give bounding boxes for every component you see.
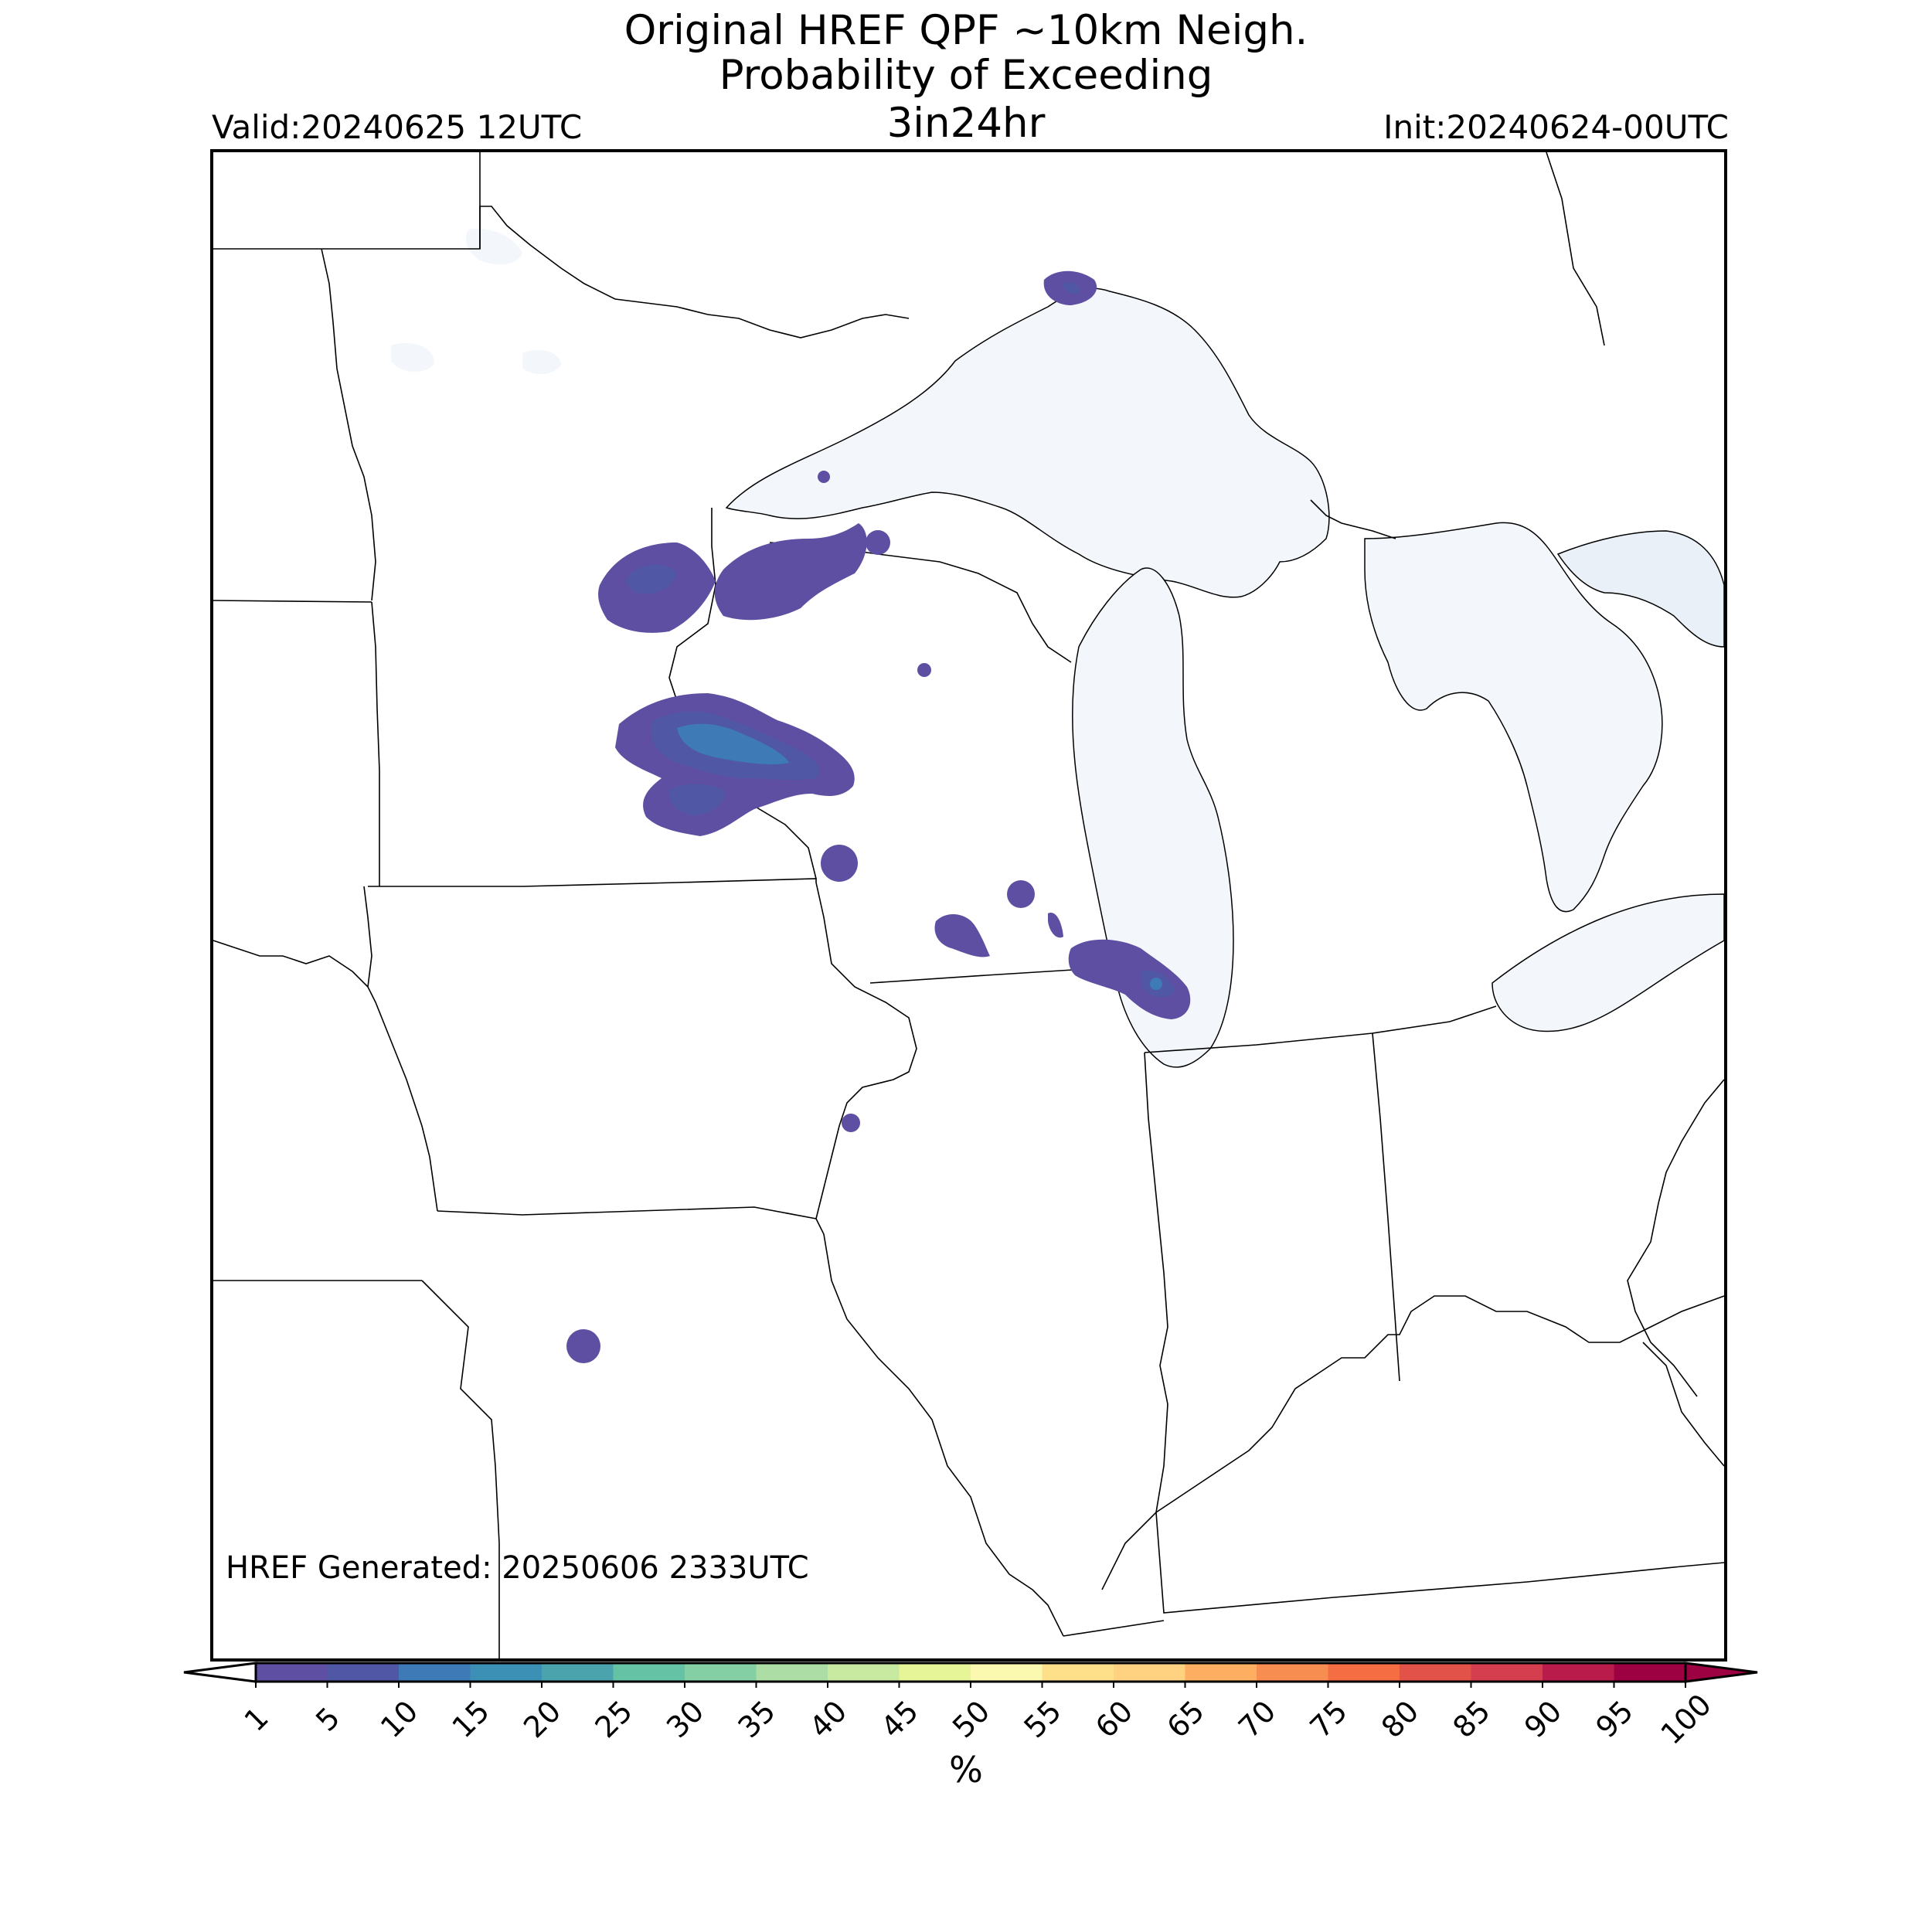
prob-area-1-5	[1007, 880, 1035, 908]
chart-title-line-1: Original HREF QPF ~10km Neigh.	[624, 7, 1308, 54]
colorbar-extend-low	[183, 1662, 257, 1683]
colorbar-swatch	[1114, 1663, 1185, 1682]
colorbar-tick-label: 45	[875, 1694, 925, 1744]
colorbar-swatch	[327, 1663, 400, 1682]
colorbar-swatch	[1400, 1663, 1471, 1682]
colorbar-tick-label: 30	[660, 1694, 710, 1744]
prob-area-1-5	[934, 913, 990, 957]
prob-area-1-5	[821, 845, 858, 882]
valid-time-label: Valid:20240625 12UTC	[212, 108, 583, 146]
colorbar-swatch	[1257, 1663, 1328, 1682]
generated-timestamp: HREF Generated: 20250606 2333UTC	[226, 1550, 809, 1586]
prob-area-10-15	[1150, 978, 1162, 990]
colorbar-tick-label: 95	[1590, 1694, 1640, 1744]
colorbar-swatch	[828, 1663, 900, 1682]
chart-title-threshold: 3in24hr	[886, 100, 1046, 147]
colorbar-tick-label: 60	[1089, 1694, 1139, 1744]
colorbar-swatch	[542, 1663, 614, 1682]
colorbar-tick-label: 40	[803, 1694, 853, 1744]
colorbar-swatch	[1328, 1663, 1400, 1682]
colorbar-extend-high	[1684, 1662, 1758, 1683]
colorbar-swatch	[971, 1663, 1043, 1682]
prob-area-5-10	[627, 564, 677, 594]
colorbar-swatch	[756, 1663, 828, 1682]
colorbar-swatch	[1042, 1663, 1114, 1682]
colorbar-swatch	[470, 1663, 543, 1682]
colorbar-swatch	[899, 1663, 971, 1682]
colorbar-tick-label: 80	[1375, 1694, 1425, 1744]
colorbar-tick-label: 70	[1232, 1694, 1282, 1744]
small-lake	[391, 342, 434, 372]
colorbar-swatch	[685, 1663, 757, 1682]
probability-shading	[566, 270, 1191, 1363]
colorbar-tick-label: 50	[946, 1694, 996, 1744]
colorbar-tick-label: 35	[732, 1694, 782, 1744]
prob-area-1-5	[566, 1329, 600, 1363]
prob-area-1-5	[842, 1114, 860, 1132]
colorbar-unit-label: %	[949, 1749, 983, 1791]
prob-area-1-5	[866, 530, 890, 555]
prob-area-10-15	[677, 723, 789, 765]
init-time-label: Init:20240624-00UTC	[1383, 108, 1729, 146]
colorbar-tick-label: 55	[1018, 1694, 1068, 1744]
lake-erie	[1492, 893, 1724, 1032]
colorbar-tick-label: 85	[1447, 1694, 1497, 1744]
prob-area-1-5	[818, 471, 830, 483]
prob-area-5-10	[1063, 282, 1080, 294]
colorbar-tick-label: 1	[238, 1701, 275, 1738]
colorbar-tick-label: 20	[517, 1694, 567, 1744]
lake-huron	[1364, 522, 1663, 913]
small-lake	[522, 349, 561, 374]
lake-superior	[725, 287, 1330, 598]
colorbar: 1 5 10 15 20 25 30 35 40 45 50 55 60 65 70 75 80 85 90 95 10…	[183, 1662, 1758, 1751]
state-borders	[213, 152, 1724, 1658]
colorbar-swatch	[1471, 1663, 1543, 1682]
prob-area-5-10	[668, 784, 724, 815]
prob-area-1-5	[1048, 913, 1063, 938]
colorbar-tick-label: 5	[309, 1701, 346, 1738]
colorbar-swatch	[1543, 1663, 1614, 1682]
small-lake	[465, 229, 522, 265]
georgian-bay	[1556, 530, 1724, 648]
prob-area-1-5	[1068, 939, 1191, 1019]
map-canvas	[213, 152, 1724, 1658]
colorbar-tick-label: 90	[1518, 1694, 1568, 1744]
chart-title-line-2: Probability of Exceeding	[719, 52, 1213, 99]
colorbar-swatch	[1614, 1663, 1686, 1682]
colorbar-tick-label: 75	[1304, 1694, 1354, 1744]
colorbar-swatch	[256, 1663, 328, 1682]
colorbar-swatch	[399, 1663, 471, 1682]
colorbar-tick-label: 25	[589, 1694, 639, 1744]
colorbar-swatch	[613, 1663, 685, 1682]
colorbar-tick-label: 100	[1655, 1688, 1718, 1751]
prob-area-1-5	[917, 663, 931, 677]
map-panel	[210, 149, 1727, 1662]
colorbar-tick-label: 10	[374, 1694, 424, 1744]
prob-area-1-5	[714, 523, 867, 621]
colorbar-swatch	[1185, 1663, 1257, 1682]
colorbar-tick-label: 15	[446, 1694, 496, 1744]
colorbar-tick-label: 65	[1161, 1694, 1211, 1744]
